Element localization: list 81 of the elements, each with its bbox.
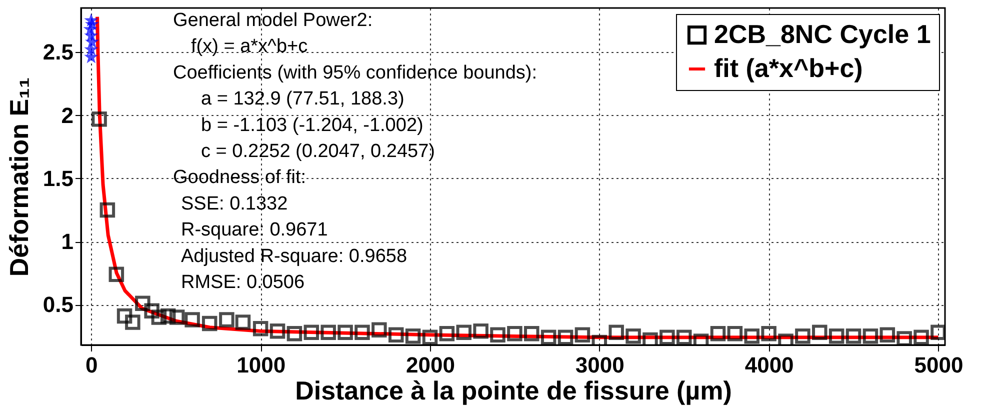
y-tick-label: 1 <box>61 229 74 254</box>
point <box>125 314 140 330</box>
point <box>135 296 150 311</box>
point <box>524 326 540 342</box>
point <box>405 328 421 344</box>
point <box>456 324 472 340</box>
point <box>151 310 167 325</box>
point <box>473 323 488 339</box>
point <box>660 330 675 345</box>
legend-label: 2CB_8NC Cycle 1 <box>714 19 931 49</box>
x-tick-label: 4000 <box>744 352 794 378</box>
point <box>930 324 945 340</box>
point <box>608 324 624 340</box>
point <box>100 202 116 218</box>
annotation: RMSE: 0.0506 <box>181 272 305 293</box>
point <box>160 308 176 324</box>
annotation: Goodness of fit: <box>173 167 306 188</box>
point <box>896 331 912 345</box>
point <box>558 330 574 345</box>
point <box>144 303 160 319</box>
point <box>304 324 320 340</box>
point <box>540 330 556 345</box>
point <box>862 328 878 344</box>
point <box>422 330 438 345</box>
point <box>354 324 370 340</box>
point <box>372 322 387 338</box>
point <box>744 328 760 344</box>
annotation: b = -1.103 (-1.204, -1.002) <box>201 114 424 136</box>
point <box>812 324 828 340</box>
legend-label: fit (a*x^b+c) <box>714 53 863 83</box>
y-tick-label: 2.5 <box>42 40 74 65</box>
point <box>642 332 658 345</box>
point <box>184 312 200 328</box>
point <box>252 320 268 336</box>
annotation: General model Power2: <box>173 10 373 31</box>
y-tick-label: 0.5 <box>42 292 74 318</box>
point <box>85 50 98 63</box>
annotation: R-square: 0.9671 <box>181 220 328 241</box>
annotation: SSE: 0.1332 <box>181 193 288 214</box>
point <box>880 327 896 343</box>
y-tick-label: 1.5 <box>42 166 74 191</box>
y-tick-label: 2 <box>61 102 74 128</box>
point <box>86 36 98 48</box>
annotation: f(x) = a*x^b+c <box>191 36 308 58</box>
point <box>219 312 234 328</box>
annotation: c = 0.2252 (0.2047, 0.2457) <box>201 141 435 162</box>
point <box>490 327 506 343</box>
point <box>828 328 844 344</box>
point <box>202 316 218 332</box>
x-tick-label: 5000 <box>914 352 964 378</box>
point <box>846 328 862 344</box>
point <box>574 327 590 343</box>
annotation: Coefficients (with 95% confidence bounds): <box>173 62 538 84</box>
point <box>914 330 929 345</box>
annotation: a = 132.9 (77.51, 188.3) <box>201 88 404 110</box>
point <box>85 43 98 55</box>
point <box>338 324 353 340</box>
x-tick-label: 2000 <box>406 352 455 378</box>
y-axis-title: Déformation E₁₁ <box>4 77 34 277</box>
point <box>676 330 692 345</box>
point <box>286 326 302 342</box>
point <box>92 111 107 127</box>
point <box>710 326 726 342</box>
point <box>388 327 404 343</box>
point <box>439 326 455 342</box>
point <box>795 328 810 344</box>
point <box>761 326 776 342</box>
point <box>727 326 743 342</box>
point <box>270 323 286 339</box>
x-tick-label: 3000 <box>575 352 624 378</box>
point <box>507 326 522 342</box>
point <box>320 324 336 340</box>
point <box>626 328 641 344</box>
annotation: Adjusted R-square: 0.9658 <box>181 246 408 267</box>
x-tick-label: 1000 <box>236 352 286 378</box>
point <box>108 266 124 282</box>
point <box>235 314 251 330</box>
x-tick-label: 0 <box>86 352 98 378</box>
point <box>169 310 185 325</box>
x-axis-title: Distance à la pointe de fissure (µm) <box>295 376 732 406</box>
point <box>116 308 132 324</box>
